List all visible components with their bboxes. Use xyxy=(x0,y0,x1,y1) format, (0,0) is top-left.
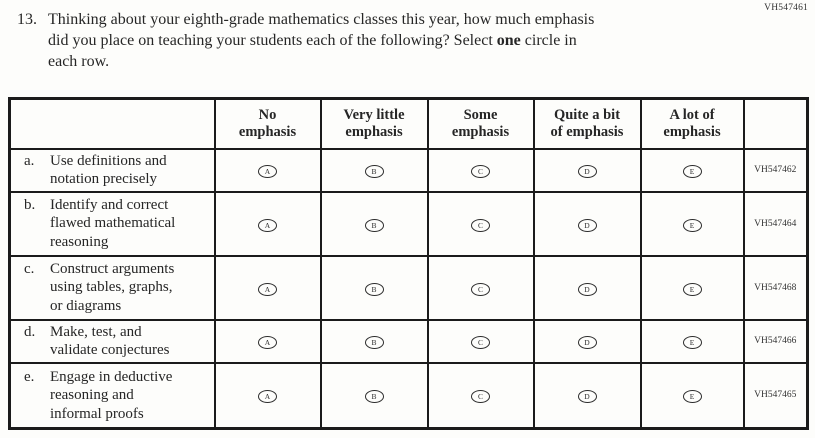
option-cell: C xyxy=(426,190,535,257)
option-cell: A xyxy=(213,361,322,430)
option-cell: B xyxy=(319,147,429,193)
row-letter: a. xyxy=(24,152,35,169)
option-cell: A xyxy=(213,147,322,193)
table-row-d: d. Make, test, and validate conjectures A… xyxy=(8,318,809,364)
option-bubble-c[interactable]: C xyxy=(471,282,490,296)
header-a-lot-of-emphasis: A lot of emphasis xyxy=(639,97,745,150)
option-cell: E xyxy=(639,361,745,430)
row-letter: e. xyxy=(24,368,35,385)
row-label-e: e. Engage in deductive reasoning and info… xyxy=(8,361,216,430)
option-bubble-c[interactable]: C xyxy=(471,390,490,404)
option-bubble-d[interactable]: D xyxy=(577,390,597,404)
emphasis-matrix-table: No emphasis Very little emphasis Some em… xyxy=(8,97,809,430)
option-cell: C xyxy=(426,147,535,193)
option-bubble-e[interactable]: E xyxy=(682,282,702,296)
option-cell: C xyxy=(426,254,535,321)
row-label-a: a. Use definitions and notation precisely xyxy=(8,147,216,193)
option-cell: D xyxy=(532,254,642,321)
question-number: 13. xyxy=(17,11,37,28)
option-cell: D xyxy=(532,147,642,193)
question-bold-word: one xyxy=(496,32,521,49)
option-bubble-b[interactable]: B xyxy=(364,336,384,349)
option-bubble-d[interactable]: D xyxy=(577,218,597,232)
table-row-b: b. Identify and correct flawed mathematic… xyxy=(8,190,809,257)
option-cell: E xyxy=(639,147,745,193)
option-bubble-e[interactable]: E xyxy=(682,336,702,349)
header-code-cell xyxy=(742,97,809,150)
question-text-part2: circle in each row. xyxy=(48,32,577,70)
option-bubble-a[interactable]: A xyxy=(258,218,277,232)
row-code: VH547464 xyxy=(742,190,809,257)
option-bubble-b[interactable]: B xyxy=(364,165,384,178)
row-letter: d. xyxy=(24,323,36,340)
option-cell: D xyxy=(532,318,642,364)
row-code: VH547466 xyxy=(742,318,809,364)
option-bubble-b[interactable]: B xyxy=(364,390,384,404)
row-label-text: Engage in deductive reasoning and inform… xyxy=(50,368,173,422)
option-bubble-d[interactable]: D xyxy=(577,336,597,349)
header-no-emphasis: No emphasis xyxy=(213,97,322,150)
option-bubble-b[interactable]: B xyxy=(364,218,384,232)
option-cell: C xyxy=(426,361,535,430)
option-bubble-e[interactable]: E xyxy=(682,218,702,232)
option-cell: A xyxy=(213,190,322,257)
question-13: 13. Thinking about your eighth-grade mat… xyxy=(17,9,738,72)
row-code: VH547465 xyxy=(742,361,809,430)
row-label-text: Make, test, and validate conjectures xyxy=(50,323,170,359)
option-bubble-a[interactable]: A xyxy=(258,336,277,349)
option-bubble-c[interactable]: C xyxy=(471,218,490,232)
table-row-e: e. Engage in deductive reasoning and info… xyxy=(8,361,809,430)
row-label-b: b. Identify and correct flawed mathematic… xyxy=(8,190,216,257)
option-bubble-e[interactable]: E xyxy=(682,165,702,178)
header-quite-a-bit-emphasis: Quite a bit of emphasis xyxy=(532,97,642,150)
row-label-d: d. Make, test, and validate conjectures xyxy=(8,318,216,364)
row-letter: b. xyxy=(24,196,36,213)
row-label-text: Use definitions and notation precisely xyxy=(50,152,167,188)
option-bubble-c[interactable]: C xyxy=(471,165,490,178)
option-bubble-c[interactable]: C xyxy=(471,336,490,349)
option-cell: B xyxy=(319,190,429,257)
row-code: VH547462 xyxy=(742,147,809,193)
form-code: VH547461 xyxy=(764,3,808,13)
option-cell: D xyxy=(532,361,642,430)
table-row-c: c. Construct arguments using tables, grap… xyxy=(8,254,809,321)
option-cell: E xyxy=(639,254,745,321)
row-code: VH547468 xyxy=(742,254,809,321)
option-cell: C xyxy=(426,318,535,364)
option-bubble-b[interactable]: B xyxy=(364,282,384,296)
option-cell: B xyxy=(319,361,429,430)
option-bubble-a[interactable]: A xyxy=(258,390,277,404)
option-bubble-d[interactable]: D xyxy=(577,282,597,296)
option-cell: D xyxy=(532,190,642,257)
option-bubble-a[interactable]: A xyxy=(258,165,277,178)
row-label-c: c. Construct arguments using tables, grap… xyxy=(8,254,216,321)
option-cell: E xyxy=(639,318,745,364)
option-bubble-d[interactable]: D xyxy=(577,165,597,178)
option-bubble-e[interactable]: E xyxy=(682,390,702,404)
question-text: Thinking about your eighth-grade mathema… xyxy=(48,9,738,72)
option-cell: E xyxy=(639,190,745,257)
row-label-text: Identify and correct flawed mathematical… xyxy=(50,196,176,250)
option-cell: B xyxy=(319,254,429,321)
header-some-emphasis: Some emphasis xyxy=(426,97,535,150)
option-cell: B xyxy=(319,318,429,364)
option-bubble-a[interactable]: A xyxy=(258,282,277,296)
row-label-text: Construct arguments using tables, graphs… xyxy=(50,260,175,314)
question-text-part1: Thinking about your eighth-grade mathema… xyxy=(48,11,595,49)
header-row: No emphasis Very little emphasis Some em… xyxy=(8,97,809,150)
table-row-a: a. Use definitions and notation precisely… xyxy=(8,147,809,193)
header-very-little-emphasis: Very little emphasis xyxy=(319,97,429,150)
row-letter: c. xyxy=(24,260,35,277)
option-cell: A xyxy=(213,318,322,364)
option-cell: A xyxy=(213,254,322,321)
header-empty-cell xyxy=(8,97,216,150)
